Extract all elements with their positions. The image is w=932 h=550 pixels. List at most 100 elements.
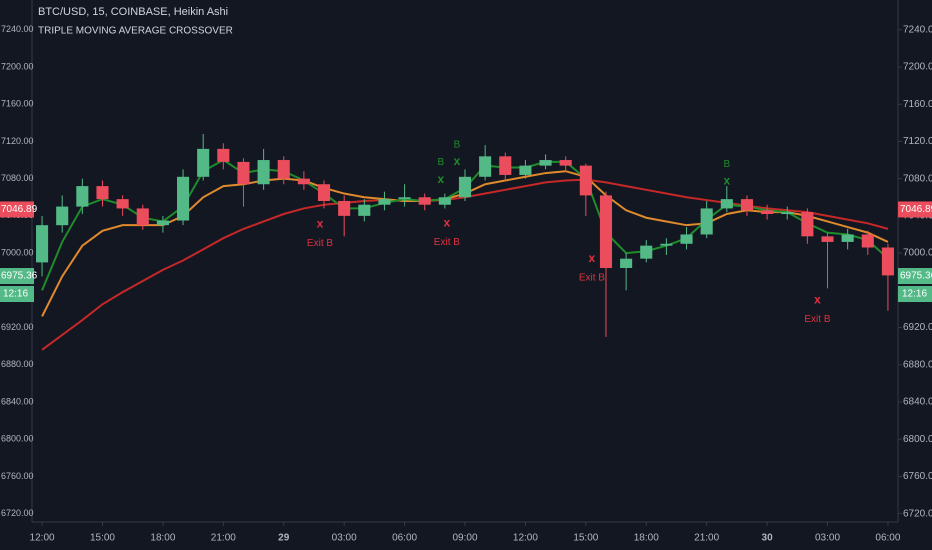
candle-body: [720, 199, 733, 209]
price-label: 7046.89: [1, 204, 38, 215]
countdown: 12:16: [3, 289, 28, 300]
signal-marker: x: [444, 215, 451, 229]
x-tick-label: 21:00: [211, 533, 236, 544]
candle-body: [761, 210, 774, 215]
candle-body: [136, 208, 149, 226]
x-tick-label: 15:00: [573, 533, 598, 544]
x-tick-label: 03:00: [332, 533, 357, 544]
candle-body: [338, 200, 351, 216]
y-tick-label: 6760.00: [903, 471, 932, 482]
price-label-box: [0, 268, 34, 285]
x-tick-label: 06:00: [875, 533, 900, 544]
x-tick-label: 15:00: [90, 533, 115, 544]
candle-body: [801, 212, 814, 237]
y-tick-label: 6760.00: [1, 471, 34, 481]
candle-body: [217, 148, 230, 162]
y-tick-label: 6800.00: [903, 434, 932, 445]
y-tick-label: 7240.00: [1, 24, 34, 34]
candle-body: [479, 156, 492, 177]
candle-body: [841, 234, 854, 242]
signal-label: B: [437, 157, 444, 168]
signal-label: Exit B: [579, 272, 605, 283]
y-tick-label: 7240.00: [903, 24, 932, 35]
candle-body: [398, 197, 411, 200]
y-tick-label: 7160.00: [903, 99, 932, 110]
x-tick-label: 18:00: [150, 533, 175, 544]
signal-marker: x: [437, 172, 444, 186]
x-tick-label: 09:00: [452, 533, 477, 544]
y-tick-label: 7120.00: [903, 136, 932, 147]
y-tick-label: 7080.00: [903, 173, 932, 184]
countdown-box: [898, 286, 932, 303]
candle-body: [358, 204, 371, 216]
signal-marker: x: [723, 174, 730, 188]
candle-body: [599, 195, 613, 268]
price-label-box: [898, 268, 932, 285]
x-tick-label: 12:00: [30, 533, 55, 544]
candle-body: [36, 225, 49, 263]
candle-body: [317, 184, 331, 201]
x-tick-label: 12:00: [513, 533, 538, 544]
y-tick-label: 7000.00: [1, 247, 34, 257]
signal-label: Exit B: [434, 237, 460, 248]
y-tick-label: 7080.00: [1, 173, 34, 183]
candle-body: [539, 160, 552, 166]
signal-label: Exit B: [307, 238, 333, 249]
candle-body: [156, 220, 169, 226]
countdown: 12:16: [902, 289, 927, 300]
chart-title: BTC/USD, 15, COINBASE, Heikin Ashi: [38, 6, 228, 18]
candle-body: [781, 212, 794, 215]
candle-body: [197, 148, 210, 177]
x-tick-label: 30: [762, 533, 774, 544]
candle-body: [700, 208, 713, 235]
candle-body: [660, 243, 673, 246]
candle-body: [116, 199, 129, 209]
candle-body: [418, 197, 431, 205]
candle-body: [680, 234, 693, 244]
x-tick-label: 29: [278, 533, 290, 544]
y-tick-label: 6880.00: [1, 359, 34, 369]
y-tick-label: 6920.00: [903, 322, 932, 333]
candle-body: [559, 160, 572, 166]
signal-label: B: [723, 159, 730, 170]
indicator-name: TRIPLE MOVING AVERAGE CROSSOVER: [38, 26, 233, 37]
signal-label: B: [454, 140, 461, 151]
candle-body: [499, 156, 512, 175]
y-tick-label: 7200.00: [903, 62, 932, 73]
y-tick-label: 6880.00: [903, 359, 932, 370]
signal-marker: x: [454, 154, 461, 168]
y-tick-label: 6840.00: [1, 396, 34, 406]
y-tick-label: 7000.00: [903, 248, 932, 259]
y-tick-label: 6920.00: [1, 322, 34, 332]
price-label-box: [898, 201, 932, 218]
candle-body: [821, 236, 834, 242]
x-tick-label: 18:00: [634, 533, 659, 544]
y-tick-label: 6800.00: [1, 434, 34, 444]
candle-body: [257, 160, 270, 185]
candle-body: [740, 199, 753, 211]
signal-marker: x: [814, 293, 821, 307]
y-tick-label: 6840.00: [903, 397, 932, 408]
candle-body: [56, 206, 69, 226]
price-label: 6975.36: [1, 271, 38, 282]
y-tick-label: 7200.00: [1, 61, 34, 71]
candle-body: [177, 176, 190, 221]
candle-body: [237, 161, 250, 185]
candle-body: [96, 186, 109, 200]
signal-label: Exit B: [804, 314, 830, 325]
candle-body: [277, 160, 290, 179]
x-tick-label: 21:00: [694, 533, 719, 544]
y-tick-label: 7160.00: [1, 99, 34, 109]
price-label: 7046.89: [900, 204, 932, 215]
y-tick-label: 6720.00: [1, 508, 34, 518]
candle-body: [640, 245, 653, 259]
candle-body: [861, 234, 874, 248]
y-tick-label: 7120.00: [1, 136, 34, 146]
signal-marker: x: [589, 251, 596, 265]
candle-body: [76, 186, 89, 207]
candle-body: [620, 258, 633, 268]
candle-body: [438, 197, 451, 205]
signal-marker: x: [317, 216, 324, 230]
